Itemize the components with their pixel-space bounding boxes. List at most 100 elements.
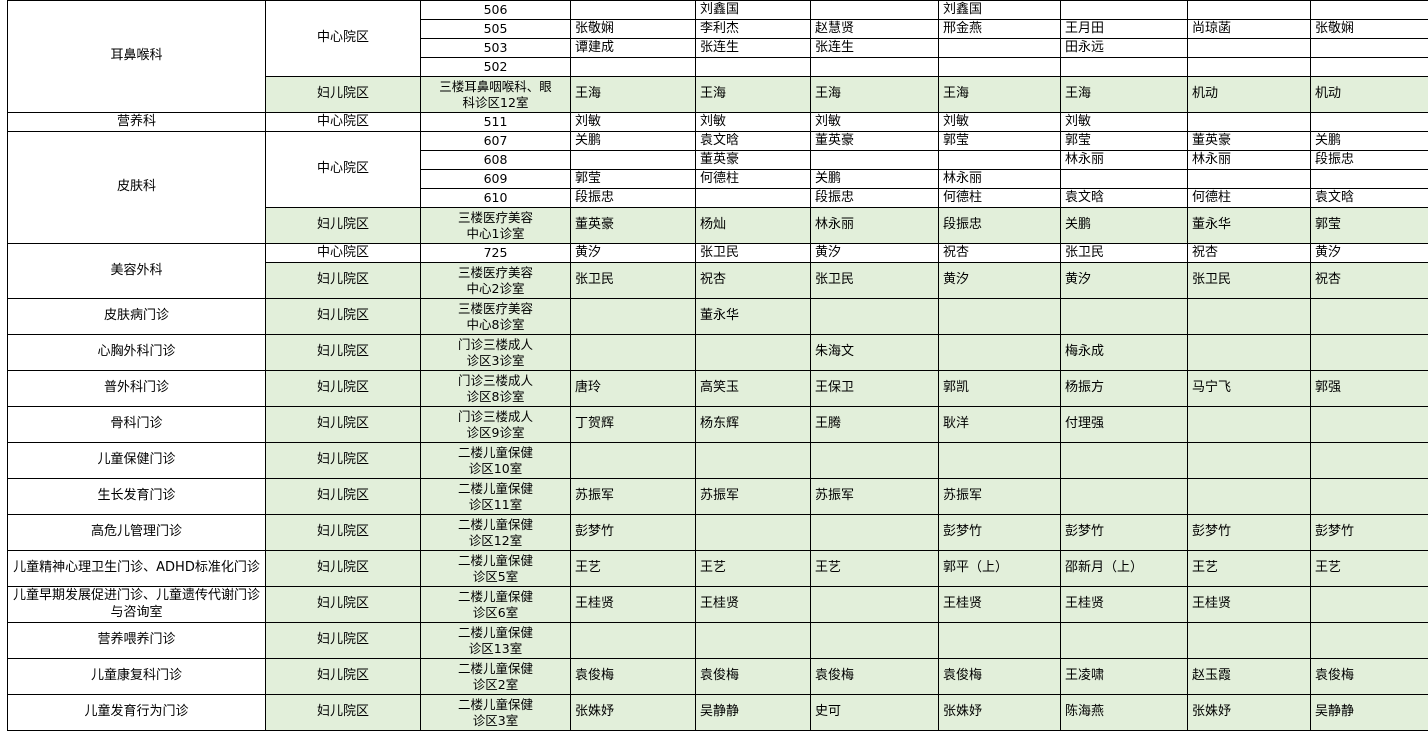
- schedule-cell[interactable]: [939, 151, 1061, 170]
- schedule-cell[interactable]: 耿洋: [939, 407, 1061, 443]
- schedule-cell[interactable]: [811, 1, 939, 20]
- schedule-cell[interactable]: 张姝妤: [939, 695, 1061, 731]
- department-cell[interactable]: 营养科: [8, 113, 266, 132]
- schedule-cell[interactable]: 林永丽: [1188, 151, 1311, 170]
- schedule-cell[interactable]: [1188, 113, 1311, 132]
- schedule-cell[interactable]: 丁贺辉: [571, 407, 696, 443]
- schedule-cell[interactable]: 尚琼菡: [1188, 20, 1311, 39]
- campus-cell[interactable]: 妇儿院区: [266, 479, 421, 515]
- schedule-cell[interactable]: 袁文晗: [696, 132, 811, 151]
- schedule-cell[interactable]: [1311, 335, 1428, 371]
- schedule-cell[interactable]: 吴静静: [1311, 695, 1428, 731]
- schedule-cell[interactable]: [939, 623, 1061, 659]
- schedule-cell[interactable]: 袁俊梅: [1311, 659, 1428, 695]
- schedule-cell[interactable]: [811, 299, 939, 335]
- schedule-cell[interactable]: 高笑玉: [696, 371, 811, 407]
- schedule-cell[interactable]: 张姝妤: [1188, 695, 1311, 731]
- schedule-cell[interactable]: 郭莹: [571, 170, 696, 189]
- schedule-cell[interactable]: 张连生: [811, 39, 939, 58]
- schedule-cell[interactable]: 黄汐: [939, 263, 1061, 299]
- schedule-cell[interactable]: [696, 335, 811, 371]
- department-cell[interactable]: 耳鼻喉科: [8, 1, 266, 113]
- schedule-cell[interactable]: [811, 151, 939, 170]
- schedule-cell[interactable]: 祝杏: [696, 263, 811, 299]
- schedule-cell[interactable]: 袁俊梅: [571, 659, 696, 695]
- schedule-cell[interactable]: [939, 58, 1061, 77]
- room-cell[interactable]: 三楼医疗美容 中心1诊室: [421, 208, 571, 244]
- schedule-cell[interactable]: 董英豪: [696, 151, 811, 170]
- room-cell[interactable]: 三楼耳鼻咽喉科、眼 科诊区12室: [421, 77, 571, 113]
- schedule-cell[interactable]: [1188, 39, 1311, 58]
- schedule-cell[interactable]: 林永丽: [939, 170, 1061, 189]
- department-cell[interactable]: 皮肤科: [8, 132, 266, 244]
- room-cell[interactable]: 二楼儿童保健 诊区3室: [421, 695, 571, 731]
- department-cell[interactable]: 营养喂养门诊: [8, 623, 266, 659]
- room-cell[interactable]: 门诊三楼成人 诊区8诊室: [421, 371, 571, 407]
- schedule-cell[interactable]: 王海: [811, 77, 939, 113]
- schedule-cell[interactable]: 董英豪: [1188, 132, 1311, 151]
- campus-cell[interactable]: 妇儿院区: [266, 299, 421, 335]
- schedule-cell[interactable]: 张敬娴: [571, 20, 696, 39]
- schedule-cell[interactable]: 关鹏: [1061, 208, 1188, 244]
- schedule-cell[interactable]: [1061, 170, 1188, 189]
- schedule-cell[interactable]: [1188, 407, 1311, 443]
- schedule-cell[interactable]: 段振忠: [571, 189, 696, 208]
- schedule-cell[interactable]: 唐玲: [571, 371, 696, 407]
- schedule-cell[interactable]: 刘敏: [696, 113, 811, 132]
- schedule-cell[interactable]: [1311, 623, 1428, 659]
- department-cell[interactable]: 美容外科: [8, 244, 266, 299]
- schedule-cell[interactable]: 王艺: [571, 551, 696, 587]
- department-cell[interactable]: 心胸外科门诊: [8, 335, 266, 371]
- schedule-cell[interactable]: [1188, 170, 1311, 189]
- schedule-cell[interactable]: 张姝妤: [571, 695, 696, 731]
- schedule-cell[interactable]: [1311, 1, 1428, 20]
- schedule-cell[interactable]: 陈海燕: [1061, 695, 1188, 731]
- schedule-cell[interactable]: 王桂贤: [696, 587, 811, 623]
- room-cell[interactable]: 二楼儿童保健 诊区6室: [421, 587, 571, 623]
- room-cell[interactable]: 503: [421, 39, 571, 58]
- schedule-cell[interactable]: 黄汐: [1311, 244, 1428, 263]
- schedule-cell[interactable]: 刘鑫国: [939, 1, 1061, 20]
- schedule-cell[interactable]: 张卫民: [1061, 244, 1188, 263]
- department-cell[interactable]: 普外科门诊: [8, 371, 266, 407]
- campus-cell[interactable]: 中心院区: [266, 1, 421, 77]
- schedule-cell[interactable]: 苏振军: [939, 479, 1061, 515]
- schedule-cell[interactable]: [1311, 299, 1428, 335]
- room-cell[interactable]: 二楼儿童保健 诊区5室: [421, 551, 571, 587]
- campus-cell[interactable]: 妇儿院区: [266, 659, 421, 695]
- campus-cell[interactable]: 妇儿院区: [266, 587, 421, 623]
- schedule-cell[interactable]: 王艺: [1188, 551, 1311, 587]
- schedule-cell[interactable]: [811, 623, 939, 659]
- room-cell[interactable]: 二楼儿童保健 诊区13室: [421, 623, 571, 659]
- room-cell[interactable]: 511: [421, 113, 571, 132]
- schedule-cell[interactable]: [1061, 623, 1188, 659]
- schedule-cell[interactable]: [939, 443, 1061, 479]
- schedule-cell[interactable]: [1188, 623, 1311, 659]
- schedule-cell[interactable]: 李利杰: [696, 20, 811, 39]
- schedule-cell[interactable]: [571, 1, 696, 20]
- department-cell[interactable]: 儿童精神心理卫生门诊、ADHD标准化门诊: [8, 551, 266, 587]
- schedule-cell[interactable]: 刘敏: [939, 113, 1061, 132]
- schedule-cell[interactable]: [1311, 479, 1428, 515]
- schedule-cell[interactable]: [939, 299, 1061, 335]
- schedule-cell[interactable]: 关鹏: [811, 170, 939, 189]
- campus-cell[interactable]: 中心院区: [266, 132, 421, 208]
- schedule-cell[interactable]: [939, 39, 1061, 58]
- schedule-cell[interactable]: 何德柱: [1188, 189, 1311, 208]
- department-cell[interactable]: 生长发育门诊: [8, 479, 266, 515]
- room-cell[interactable]: 502: [421, 58, 571, 77]
- schedule-cell[interactable]: 机动: [1311, 77, 1428, 113]
- schedule-cell[interactable]: 苏振军: [811, 479, 939, 515]
- room-cell[interactable]: 505: [421, 20, 571, 39]
- schedule-cell[interactable]: 段振忠: [811, 189, 939, 208]
- schedule-cell[interactable]: 付理强: [1061, 407, 1188, 443]
- room-cell[interactable]: 二楼儿童保健 诊区10室: [421, 443, 571, 479]
- schedule-cell[interactable]: 苏振军: [571, 479, 696, 515]
- schedule-cell[interactable]: 赵玉霞: [1188, 659, 1311, 695]
- schedule-cell[interactable]: [571, 151, 696, 170]
- campus-cell[interactable]: 妇儿院区: [266, 551, 421, 587]
- schedule-cell[interactable]: 董永华: [696, 299, 811, 335]
- room-cell[interactable]: 506: [421, 1, 571, 20]
- schedule-cell[interactable]: 史可: [811, 695, 939, 731]
- schedule-cell[interactable]: 袁文晗: [1311, 189, 1428, 208]
